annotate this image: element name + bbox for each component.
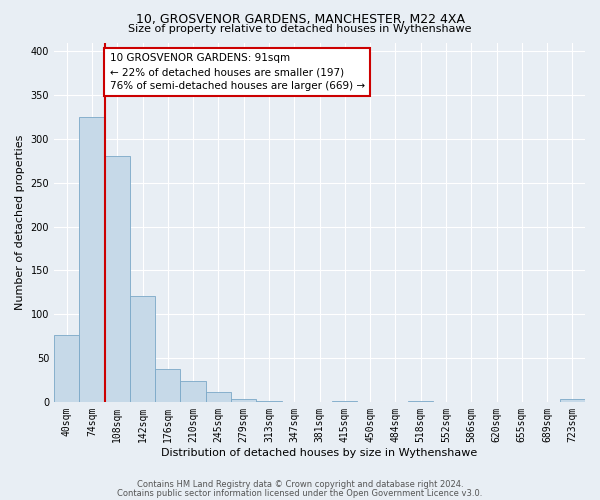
Bar xyxy=(104,156,130,402)
Text: 10 GROSVENOR GARDENS: 91sqm
← 22% of detached houses are smaller (197)
76% of se: 10 GROSVENOR GARDENS: 91sqm ← 22% of det… xyxy=(110,53,365,91)
Bar xyxy=(332,401,358,402)
Bar xyxy=(130,296,155,402)
Bar xyxy=(206,392,231,402)
Bar xyxy=(79,117,104,402)
Bar xyxy=(54,335,79,402)
Y-axis label: Number of detached properties: Number of detached properties xyxy=(15,134,25,310)
Bar xyxy=(155,370,181,402)
Bar xyxy=(231,399,256,402)
X-axis label: Distribution of detached houses by size in Wythenshawe: Distribution of detached houses by size … xyxy=(161,448,478,458)
Text: Size of property relative to detached houses in Wythenshawe: Size of property relative to detached ho… xyxy=(128,24,472,34)
Bar xyxy=(408,401,433,402)
Bar xyxy=(560,399,585,402)
Text: Contains HM Land Registry data © Crown copyright and database right 2024.: Contains HM Land Registry data © Crown c… xyxy=(137,480,463,489)
Text: 10, GROSVENOR GARDENS, MANCHESTER, M22 4XA: 10, GROSVENOR GARDENS, MANCHESTER, M22 4… xyxy=(136,12,464,26)
Bar xyxy=(256,401,281,402)
Text: Contains public sector information licensed under the Open Government Licence v3: Contains public sector information licen… xyxy=(118,489,482,498)
Bar xyxy=(181,381,206,402)
